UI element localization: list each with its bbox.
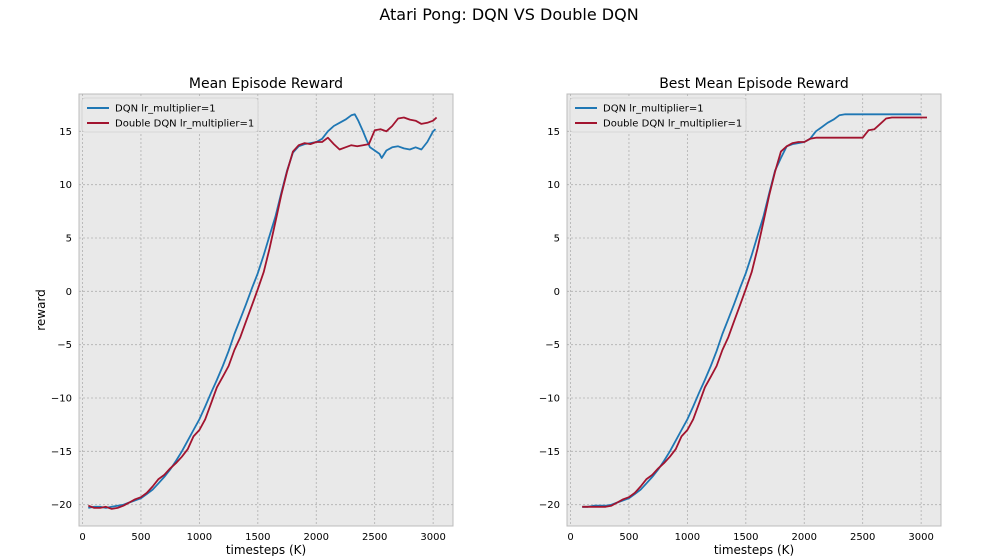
x-tick-label: 0	[567, 532, 573, 543]
series-line-double-dqn	[582, 116, 927, 508]
y-tick-label: 15	[547, 127, 560, 138]
y-tick-label: −20	[539, 500, 560, 511]
y-tick-label: 10	[59, 180, 72, 191]
figure-suptitle: Atari Pong: DQN VS Double DQN	[379, 5, 638, 24]
x-tick-label: 500	[131, 532, 150, 543]
y-tick-label: −15	[539, 447, 560, 458]
y-tick-label: 0	[66, 287, 72, 298]
x-tick-label: 3000	[420, 532, 445, 543]
x-tick-label: 2000	[304, 532, 329, 543]
series-line-dqn	[88, 113, 437, 509]
legend	[81, 97, 259, 133]
y-tick-label: 0	[554, 287, 560, 298]
legend-label: Double DQN lr_multiplier=1	[115, 119, 254, 130]
plot-mean-episode-reward: 0 500 1000 1500 2000 2500 3000 −20 −15 −10 −5 0 5 10 1…	[34, 76, 454, 556]
x-axis-label: timesteps (K)	[226, 543, 306, 556]
plot-best-mean-episode-reward: 0 500 1000 1500 2000 2500 3000 −20 −15 −10 −5 0 5 10 1…	[539, 76, 942, 556]
y-tick-label: 10	[547, 180, 560, 191]
x-tick-label: 1000	[675, 532, 700, 543]
x-tick-label: 1500	[733, 532, 758, 543]
x-tick-label: 2500	[362, 532, 387, 543]
y-tick-label: −5	[545, 340, 560, 351]
y-tick-label: −20	[51, 500, 72, 511]
x-tick-label: 500	[619, 532, 638, 543]
series-line-double-dqn	[87, 116, 438, 510]
y-axis-label: reward	[34, 289, 48, 331]
plot-area	[566, 93, 942, 527]
x-axis-label: timesteps (K)	[714, 543, 794, 556]
x-tick-label: 0	[79, 532, 85, 543]
legend-label: DQN lr_multiplier=1	[115, 104, 216, 115]
y-tick-label: −5	[57, 340, 72, 351]
y-tick-label: −15	[51, 447, 72, 458]
x-tick-label: 3000	[908, 532, 933, 543]
y-tick-label: −10	[51, 394, 72, 405]
y-tick-label: 15	[59, 127, 72, 138]
legend	[569, 97, 747, 133]
legend-label: Double DQN lr_multiplier=1	[603, 119, 742, 130]
plot-area	[78, 93, 454, 527]
x-tick-label: 2000	[792, 532, 817, 543]
plot-title: Best Mean Episode Reward	[659, 76, 849, 92]
x-tick-label: 1000	[187, 532, 212, 543]
y-tick-label: 5	[554, 234, 560, 245]
legend-label: DQN lr_multiplier=1	[603, 104, 704, 115]
plot-title: Mean Episode Reward	[189, 76, 343, 92]
y-tick-label: 5	[66, 234, 72, 245]
y-tick-label: −10	[539, 394, 560, 405]
x-tick-label: 1500	[245, 532, 270, 543]
x-tick-label: 2500	[850, 532, 875, 543]
